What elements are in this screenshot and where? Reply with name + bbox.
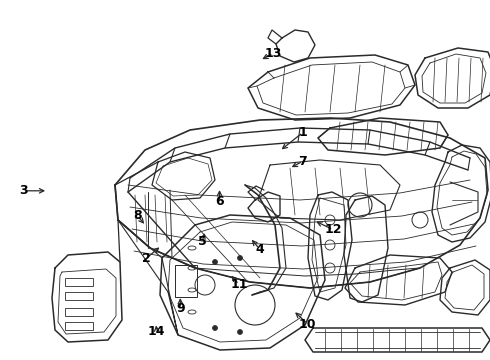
Text: 14: 14 <box>148 325 166 338</box>
Text: 9: 9 <box>176 302 185 315</box>
Text: 6: 6 <box>215 195 224 208</box>
Text: 4: 4 <box>255 243 264 256</box>
Text: 5: 5 <box>197 235 206 248</box>
Text: 2: 2 <box>142 252 150 265</box>
Text: 12: 12 <box>324 223 342 236</box>
Text: 3: 3 <box>19 184 28 197</box>
Circle shape <box>238 256 243 261</box>
Text: 13: 13 <box>265 47 282 60</box>
Circle shape <box>213 260 218 265</box>
Text: 1: 1 <box>298 126 307 139</box>
Text: 8: 8 <box>133 209 142 222</box>
Circle shape <box>238 329 243 334</box>
Circle shape <box>213 325 218 330</box>
Text: 7: 7 <box>298 155 307 168</box>
Text: 11: 11 <box>230 278 248 291</box>
Text: 10: 10 <box>299 318 317 330</box>
